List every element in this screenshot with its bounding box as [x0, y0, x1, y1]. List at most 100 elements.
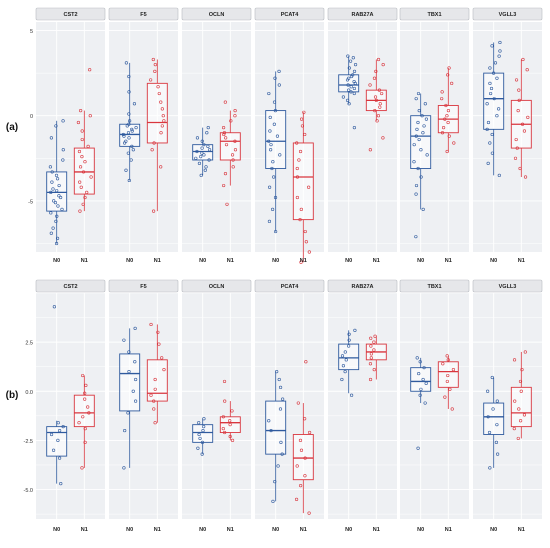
data-point — [490, 151, 494, 155]
data-point — [375, 119, 379, 123]
data-point — [421, 207, 425, 212]
data-point — [346, 98, 350, 102]
data-point — [267, 219, 272, 223]
data-point — [347, 344, 351, 348]
data-point — [451, 368, 456, 372]
data-point — [418, 393, 422, 397]
data-point — [488, 66, 492, 70]
data-point — [84, 383, 88, 387]
data-point — [133, 360, 137, 364]
data-point — [61, 425, 65, 429]
box-n1 — [219, 416, 241, 433]
data-point — [88, 68, 92, 72]
data-point — [277, 83, 281, 87]
data-point — [380, 91, 384, 96]
data-point — [372, 348, 376, 352]
data-point — [197, 421, 201, 425]
data-point — [57, 183, 61, 188]
facet-strip — [35, 279, 106, 293]
x-tick-label: N0 — [345, 527, 352, 533]
data-point — [130, 129, 134, 133]
data-point — [134, 377, 138, 382]
facet-title: OCLN — [209, 12, 225, 18]
data-point — [83, 160, 87, 164]
data-point — [515, 146, 519, 150]
y-tick-label: 0 — [30, 114, 33, 120]
facet-title: RAB27A — [351, 284, 373, 290]
data-point — [423, 401, 427, 405]
data-point — [152, 407, 156, 411]
box-n0 — [338, 343, 360, 371]
data-point — [443, 395, 447, 399]
data-point — [127, 350, 131, 354]
data-point — [152, 141, 156, 145]
data-point — [278, 407, 283, 411]
data-point — [513, 156, 518, 160]
data-point — [122, 466, 126, 470]
data-point — [126, 131, 131, 135]
data-point — [450, 81, 454, 85]
facet-title: OCLN — [209, 284, 225, 290]
x-tick-label: N1 — [518, 527, 525, 533]
data-point — [196, 446, 200, 450]
data-point — [157, 91, 161, 96]
data-point — [488, 141, 492, 145]
data-point — [55, 214, 59, 218]
data-point — [486, 389, 490, 393]
x-tick-label: N1 — [81, 527, 88, 533]
data-point — [151, 57, 155, 62]
data-point — [340, 354, 345, 358]
data-point — [419, 175, 423, 179]
data-point — [83, 440, 87, 444]
data-point — [495, 423, 499, 427]
data-point — [299, 207, 303, 212]
data-point — [52, 305, 56, 309]
data-point — [490, 132, 494, 137]
data-point — [271, 160, 275, 164]
data-point — [223, 430, 227, 435]
data-point — [204, 165, 208, 169]
facet-rab27a: RAB27A N0 N1 — [327, 7, 398, 264]
facet-tbx1: TBX1 N0 N1 — [399, 279, 470, 533]
data-point — [161, 114, 165, 118]
data-point — [201, 428, 205, 433]
data-point — [416, 120, 420, 125]
data-point — [497, 107, 501, 111]
data-point — [303, 456, 307, 460]
data-point — [376, 114, 381, 118]
data-point — [307, 250, 311, 254]
data-point — [278, 385, 283, 389]
facet-pcat4: PCAT4 N0 N1 — [254, 279, 325, 533]
facet-title: CST2 — [63, 12, 77, 18]
data-point — [205, 131, 209, 135]
data-point — [492, 97, 496, 101]
data-point — [127, 90, 131, 94]
data-point — [353, 328, 357, 332]
data-point — [299, 260, 303, 264]
data-point — [81, 373, 85, 378]
data-point — [516, 108, 520, 113]
data-point — [121, 132, 125, 137]
data-point — [523, 350, 527, 354]
x-tick-label: N0 — [199, 258, 206, 264]
data-point — [420, 114, 424, 118]
data-point — [447, 66, 451, 70]
data-point — [445, 354, 449, 358]
x-tick-label: N1 — [154, 258, 161, 264]
data-point — [343, 370, 347, 374]
data-point — [269, 143, 273, 147]
data-point — [299, 448, 304, 452]
data-point — [419, 148, 423, 152]
data-point — [347, 332, 351, 336]
data-point — [152, 209, 156, 213]
data-point — [412, 160, 416, 164]
data-point — [445, 149, 449, 154]
data-point — [230, 409, 234, 413]
facet-title: RAB27A — [351, 12, 373, 18]
data-point — [129, 158, 133, 162]
data-point — [276, 464, 280, 468]
data-point — [446, 73, 450, 77]
data-point — [222, 132, 226, 137]
data-point — [86, 144, 90, 148]
